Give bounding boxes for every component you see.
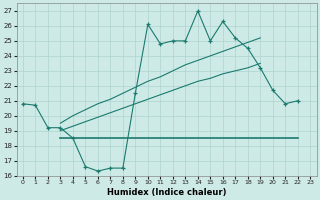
X-axis label: Humidex (Indice chaleur): Humidex (Indice chaleur) (107, 188, 226, 197)
